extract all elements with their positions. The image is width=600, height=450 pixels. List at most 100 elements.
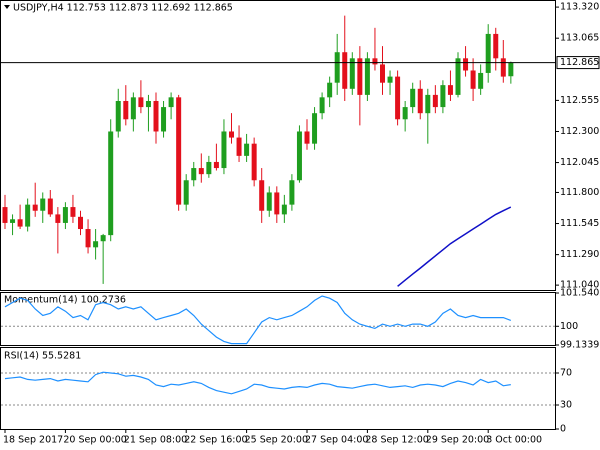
y-tick-label: 100 bbox=[560, 321, 578, 332]
y-tick-label: 113.065 bbox=[560, 33, 599, 44]
candle-body bbox=[440, 85, 446, 108]
candle-body bbox=[93, 241, 99, 248]
candle-body bbox=[161, 107, 167, 132]
x-tick-label: 22 Sep 16:00 bbox=[184, 435, 247, 446]
candle-body bbox=[145, 100, 151, 108]
y-tick-label: 70 bbox=[560, 368, 572, 379]
y-tick-label: 99.1339 bbox=[560, 340, 599, 351]
price-title: USDJPY,H4 112.753 112.873 112.692 112.86… bbox=[13, 3, 233, 14]
candle-body bbox=[108, 131, 114, 236]
candle-body bbox=[342, 52, 348, 89]
x-tick-label: 21 Sep 08:00 bbox=[124, 435, 187, 446]
candle-body bbox=[372, 58, 378, 65]
candle-body bbox=[334, 52, 340, 83]
last-price-box bbox=[556, 56, 600, 70]
candle-body bbox=[85, 229, 91, 248]
candle-body bbox=[25, 204, 31, 227]
candle-body bbox=[138, 97, 144, 108]
candle-body bbox=[455, 58, 461, 95]
y-tick-label: 112.555 bbox=[560, 95, 599, 106]
candle-body bbox=[478, 72, 484, 89]
momentum-pane bbox=[0, 292, 556, 346]
y-tick-label: 0 bbox=[560, 424, 566, 435]
candle-body bbox=[470, 70, 476, 89]
candle-body bbox=[327, 82, 333, 98]
candle-body bbox=[259, 180, 265, 211]
candle-body bbox=[395, 76, 401, 120]
candle-body bbox=[153, 100, 159, 132]
candle-body bbox=[357, 58, 363, 95]
indicator-line bbox=[4, 295, 512, 345]
candle-body bbox=[55, 214, 61, 223]
candle-body bbox=[296, 131, 302, 181]
symbol-marker bbox=[4, 5, 10, 9]
y-tick-label: 112.300 bbox=[560, 126, 599, 137]
candle-body bbox=[508, 62, 514, 77]
y-tick-label: 101.5402 bbox=[560, 288, 600, 299]
candle-body bbox=[78, 216, 83, 230]
candle-body bbox=[447, 85, 453, 95]
candle-body bbox=[274, 192, 280, 215]
candle-body bbox=[176, 97, 182, 205]
y-tick-label: 111.545 bbox=[560, 218, 599, 229]
candle-body bbox=[425, 94, 431, 114]
y-tick-label: 111.040 bbox=[560, 280, 599, 291]
candle-body bbox=[236, 137, 242, 156]
candle-body bbox=[47, 198, 53, 215]
candle-body bbox=[251, 143, 257, 181]
indicator-line bbox=[4, 371, 511, 395]
candle-body bbox=[32, 204, 38, 211]
candle-body bbox=[198, 168, 204, 175]
candle-body bbox=[463, 58, 469, 71]
candle-body bbox=[289, 180, 295, 205]
momentum-title: Momentum(14) 100.2736 bbox=[4, 295, 126, 306]
candle-body bbox=[229, 131, 234, 138]
candle-body bbox=[221, 131, 227, 169]
candle-body bbox=[70, 207, 76, 217]
candle-body bbox=[319, 97, 325, 114]
x-tick-label: 20 Sep 00:00 bbox=[63, 435, 126, 446]
rsi-title: RSI(14) 55.5281 bbox=[4, 351, 81, 362]
x-tick-label: 18 Sep 2017 bbox=[3, 435, 63, 446]
x-tick-label: 25 Sep 20:00 bbox=[245, 435, 308, 446]
candle-body bbox=[191, 168, 197, 181]
candle-body bbox=[2, 207, 8, 223]
x-tick-label: 29 Sep 20:00 bbox=[426, 435, 489, 446]
candle-body bbox=[183, 180, 189, 205]
candle-body bbox=[40, 198, 46, 211]
candle-body bbox=[115, 100, 121, 132]
y-tick-label: 30 bbox=[560, 400, 572, 411]
y-tick-label: 113.320 bbox=[560, 2, 599, 13]
candle-body bbox=[100, 235, 106, 242]
candle-body bbox=[485, 33, 491, 73]
candle-body bbox=[380, 64, 385, 83]
candle-body bbox=[244, 143, 250, 156]
candle-body bbox=[387, 76, 393, 83]
candle-body bbox=[500, 58, 506, 77]
x-tick-label: 3 Oct 00:00 bbox=[486, 435, 542, 446]
candle-body bbox=[62, 207, 68, 223]
candle-body bbox=[349, 58, 355, 89]
candle-body bbox=[493, 33, 499, 59]
candle-body bbox=[213, 161, 219, 169]
x-tick-label: 28 Sep 12:00 bbox=[365, 435, 428, 446]
candle-body bbox=[402, 107, 408, 120]
candle-body bbox=[304, 131, 310, 144]
moving-average bbox=[397, 206, 512, 287]
candle-body bbox=[206, 161, 212, 175]
candle-body bbox=[364, 58, 370, 95]
rsi-pane bbox=[0, 347, 556, 430]
price-pane bbox=[0, 0, 556, 291]
candle-body bbox=[281, 204, 287, 215]
candle-body bbox=[417, 88, 423, 114]
candle-body bbox=[266, 192, 272, 211]
candle-body bbox=[312, 113, 318, 144]
candle-body bbox=[432, 94, 438, 108]
candle-body bbox=[168, 97, 174, 108]
candle-body bbox=[410, 88, 416, 108]
last-price-label: 112.865 bbox=[560, 57, 599, 68]
x-tick-label: 27 Sep 04:00 bbox=[305, 435, 368, 446]
candle-body bbox=[130, 97, 136, 120]
